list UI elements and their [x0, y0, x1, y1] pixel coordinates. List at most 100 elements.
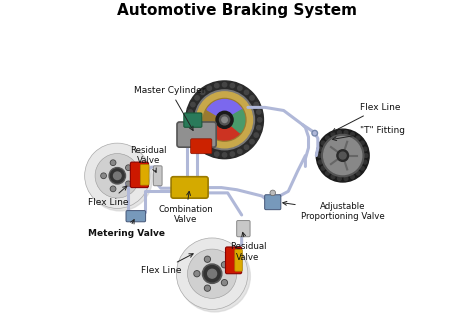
Circle shape	[126, 165, 131, 170]
Circle shape	[219, 115, 229, 125]
Circle shape	[318, 154, 321, 157]
Circle shape	[324, 137, 362, 175]
Circle shape	[195, 96, 199, 100]
Circle shape	[221, 280, 228, 286]
Circle shape	[127, 166, 130, 170]
Circle shape	[337, 131, 341, 134]
Text: Flex Line: Flex Line	[332, 103, 401, 132]
Circle shape	[331, 175, 335, 179]
FancyBboxPatch shape	[130, 162, 148, 188]
Text: Metering Valve: Metering Valve	[88, 220, 165, 238]
Circle shape	[202, 264, 222, 284]
Circle shape	[101, 173, 106, 178]
Circle shape	[364, 154, 368, 157]
Circle shape	[321, 134, 364, 177]
FancyBboxPatch shape	[140, 165, 149, 185]
Circle shape	[204, 266, 220, 282]
Circle shape	[179, 240, 250, 312]
Circle shape	[110, 160, 116, 165]
Circle shape	[188, 249, 237, 298]
Circle shape	[222, 153, 227, 157]
FancyBboxPatch shape	[237, 220, 250, 237]
Circle shape	[114, 172, 121, 180]
Circle shape	[197, 92, 253, 148]
Circle shape	[356, 136, 360, 140]
FancyBboxPatch shape	[177, 122, 216, 147]
Circle shape	[87, 146, 153, 211]
Circle shape	[331, 133, 335, 136]
Circle shape	[256, 110, 261, 114]
Circle shape	[205, 257, 210, 261]
Wedge shape	[207, 100, 242, 120]
Circle shape	[204, 285, 210, 291]
Circle shape	[195, 90, 255, 150]
Circle shape	[312, 130, 318, 136]
Circle shape	[191, 103, 195, 107]
Circle shape	[188, 126, 192, 130]
Circle shape	[270, 190, 275, 196]
Circle shape	[319, 160, 322, 164]
Circle shape	[222, 117, 228, 123]
FancyBboxPatch shape	[235, 249, 242, 271]
Text: Master Cylinder: Master Cylinder	[135, 86, 206, 131]
FancyBboxPatch shape	[171, 177, 208, 198]
Circle shape	[326, 136, 329, 140]
Circle shape	[208, 269, 217, 278]
Circle shape	[203, 99, 246, 141]
Circle shape	[126, 181, 131, 186]
Circle shape	[339, 152, 346, 159]
Text: "T" Fitting: "T" Fitting	[333, 126, 405, 141]
Circle shape	[207, 149, 211, 154]
Circle shape	[102, 174, 105, 178]
Circle shape	[250, 96, 254, 100]
Text: Residual
Valve: Residual Valve	[130, 146, 167, 172]
Circle shape	[194, 271, 200, 277]
Circle shape	[110, 169, 124, 183]
Circle shape	[319, 147, 322, 151]
Circle shape	[254, 103, 258, 107]
Circle shape	[360, 166, 364, 170]
Circle shape	[254, 133, 258, 137]
Circle shape	[337, 177, 341, 180]
Circle shape	[85, 143, 150, 208]
Circle shape	[110, 186, 116, 191]
Circle shape	[256, 126, 261, 130]
Circle shape	[237, 149, 242, 154]
Circle shape	[344, 131, 348, 134]
Text: Combination
Valve: Combination Valve	[158, 191, 213, 224]
Circle shape	[95, 154, 139, 198]
Circle shape	[215, 84, 219, 88]
Circle shape	[257, 118, 262, 122]
Circle shape	[337, 150, 348, 161]
Circle shape	[356, 171, 360, 175]
Text: Adjustable
Proportioning Valve: Adjustable Proportioning Valve	[283, 201, 384, 221]
Circle shape	[222, 82, 227, 87]
Circle shape	[188, 110, 192, 114]
Circle shape	[195, 272, 199, 276]
Circle shape	[215, 152, 219, 156]
Circle shape	[111, 187, 115, 191]
Text: Residual
Valve: Residual Valve	[229, 232, 266, 262]
Circle shape	[363, 147, 367, 151]
Circle shape	[230, 152, 235, 156]
Text: Flex Line: Flex Line	[88, 186, 129, 207]
Circle shape	[204, 256, 210, 262]
Circle shape	[222, 281, 227, 285]
Text: Flex Line: Flex Line	[141, 254, 193, 275]
Circle shape	[316, 129, 369, 182]
Circle shape	[321, 141, 325, 145]
Circle shape	[250, 140, 254, 144]
Circle shape	[360, 141, 364, 145]
FancyBboxPatch shape	[264, 195, 281, 210]
Circle shape	[221, 262, 228, 268]
Circle shape	[201, 145, 205, 149]
Circle shape	[326, 171, 329, 175]
Circle shape	[344, 177, 348, 180]
FancyBboxPatch shape	[226, 247, 242, 274]
Circle shape	[222, 263, 227, 267]
FancyBboxPatch shape	[191, 139, 212, 154]
Circle shape	[230, 84, 235, 88]
FancyBboxPatch shape	[154, 166, 162, 186]
Circle shape	[363, 160, 367, 164]
Circle shape	[350, 133, 354, 136]
